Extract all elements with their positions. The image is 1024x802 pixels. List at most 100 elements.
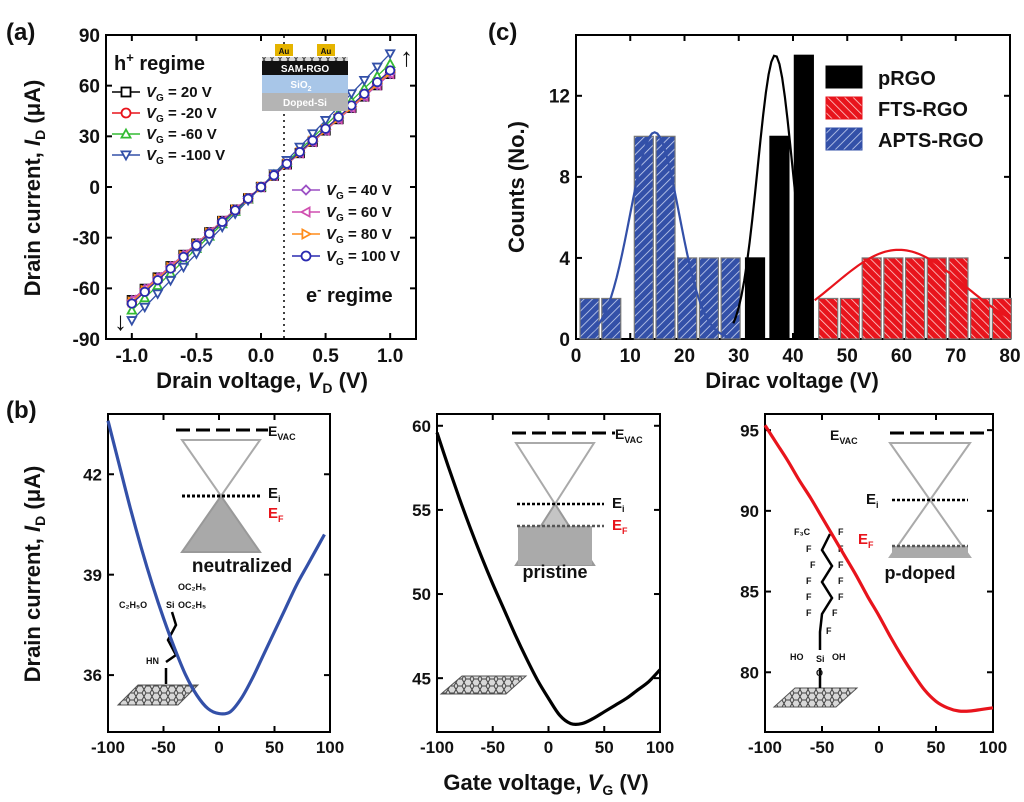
panel-b-1-xtick-label: 100 — [646, 738, 674, 757]
panel-b-1-xtick-label: -100 — [420, 738, 454, 757]
band-diagram-neutralized: EVAC Ei EF neutralized C₂H₅O OC₂H₅ Si OC… — [116, 423, 296, 706]
data-point — [191, 240, 202, 251]
panel-a-ytick-label: 30 — [79, 127, 100, 148]
panel-c-ytick-label: 12 — [549, 87, 570, 108]
conduction-cone — [888, 442, 972, 502]
legend-swatch-apts — [825, 127, 863, 151]
data-point — [204, 228, 215, 239]
panel-a-ytick-label: 90 — [79, 26, 100, 47]
legend-marker — [300, 184, 312, 196]
panel-b-2-ytick-label: 85 — [740, 583, 759, 602]
panel-c-xlabel: Dirac voltage (V) — [705, 368, 879, 393]
histogram-bar — [861, 257, 882, 340]
legend-swatch-prgo — [825, 65, 863, 89]
down-arrow-icon: ↓ — [114, 306, 127, 336]
data-point — [333, 111, 344, 123]
fts-chain — [818, 533, 834, 688]
data-point — [346, 100, 357, 111]
apts-molecule: C₂H₅O OC₂H₅ Si OC₂H₅ HN — [119, 582, 206, 684]
device-sam-rgo — [262, 61, 348, 75]
panel-c: (c) 0 10 20 30 40 50 60 70 80 0 4 8 12 pRGO FTS-RGO … — [488, 19, 1021, 393]
panel-b-0-xtick-label: -50 — [151, 738, 176, 757]
panel-c-ytick-label: 4 — [559, 249, 570, 270]
band-diagram-p-doped: EVAC Ei EF p-doped F₃C F F F F F F F F F — [772, 427, 990, 708]
evac-label: EVAC — [615, 426, 643, 445]
legend-label: VG = 80 V — [326, 226, 392, 246]
apts-ethoxy-1: C₂H₅O — [119, 600, 147, 610]
histogram-bar — [793, 54, 814, 340]
data-point — [359, 88, 370, 99]
fts-ho: HO — [790, 652, 804, 662]
panel-c-axes: 0 10 20 30 40 50 60 70 80 0 4 8 12 — [549, 35, 1021, 367]
legend-label-fts: FTS-RGO — [878, 99, 968, 121]
data-point — [384, 49, 396, 60]
histogram-bar — [839, 297, 861, 340]
data-point — [371, 62, 383, 73]
legend-right: VG = 40 VVG = 60 VVG = 80 VVG = 100 V — [292, 182, 400, 268]
panel-a-xtick-label: 0.5 — [312, 346, 339, 367]
state-label-pristine: pristine — [522, 562, 587, 582]
bars-pRGO — [744, 54, 814, 340]
panel-b-1-xtick-label: 50 — [595, 738, 614, 757]
panel-a-axes: -1.0 -0.5 0.0 0.5 1.0 -90 -60 -30 0 30 60 90 — [73, 26, 416, 367]
legend-swatch-fts — [825, 96, 863, 120]
panel-a-ytick-label: 0 — [89, 178, 100, 199]
data-point — [307, 135, 318, 146]
transfer-curve-FTS-RGO — [763, 424, 994, 713]
fts-oh: OH — [832, 652, 846, 662]
device-stack-inset: Au Au SAM-RGO SiO2 Doped-Si — [262, 44, 348, 111]
legend-label: VG = -100 V — [146, 147, 225, 167]
data-point — [281, 158, 292, 169]
panel-a-xtick-label: 0.0 — [248, 346, 274, 367]
panel-a-xlabel: Drain voltage, VD (V) — [156, 368, 368, 396]
panel-b-2-xtick-label: -100 — [748, 738, 782, 757]
graphene-sheet-middle — [439, 675, 528, 695]
panel-c-xtick-label: 40 — [782, 346, 803, 367]
data-point — [242, 193, 254, 204]
panel-b-0-xtick-label: 100 — [316, 738, 344, 757]
data-point — [217, 216, 228, 228]
panel-b-xlabel: Gate voltage, VG (V) — [443, 770, 648, 798]
filled-states — [518, 526, 592, 565]
conduction-cone — [514, 442, 596, 506]
panel-a-ytick-label: -60 — [73, 279, 100, 300]
valence-cone — [180, 494, 262, 553]
ef-label: EF — [612, 517, 628, 536]
panel-b-0-ytick-label: 42 — [83, 465, 102, 484]
device-sam-rgo-label: SAM-RGO — [281, 64, 330, 75]
panel-c-label: (c) — [488, 19, 517, 46]
fts-f: F — [806, 544, 812, 554]
panel-a: (a) -1.0 -0.5 0.0 0.5 1.0 -90 -60 -30 0 30 60 90 Au… — [6, 19, 417, 396]
legend-marker — [120, 107, 132, 119]
data-point — [358, 76, 371, 87]
device-doped-si — [262, 93, 348, 111]
panel-b-0-xtick-label: -100 — [91, 738, 125, 757]
histogram-bar — [769, 135, 790, 340]
ef-label: EF — [268, 505, 284, 524]
apts-hn: HN — [146, 656, 159, 666]
legend-marker — [299, 205, 311, 219]
histogram-bar — [633, 135, 654, 340]
data-point — [372, 77, 383, 88]
data-point — [268, 170, 280, 181]
panel-a-xtick-label: 1.0 — [377, 346, 403, 367]
data-point — [126, 304, 138, 315]
graphene-sheet-left — [116, 684, 200, 706]
panel-b-1-ytick-label: 60 — [412, 417, 431, 436]
gaussian-fit-APTS-RGO — [591, 131, 729, 338]
evac-label: EVAC — [268, 423, 296, 442]
panel-c-fits — [591, 54, 1011, 338]
data-point — [151, 289, 164, 300]
fts-si: Si — [816, 654, 825, 664]
data-point — [164, 276, 177, 287]
histogram-bar — [579, 297, 600, 340]
data-point — [319, 116, 332, 127]
state-label-p-doped: p-doped — [885, 563, 956, 583]
fts-f: F — [806, 592, 812, 602]
panel-c-ylabel: Counts (No.) — [504, 121, 529, 253]
panel-c-xtick-label: 20 — [674, 346, 695, 367]
legend-marker — [119, 150, 133, 162]
ei-label: Ei — [866, 491, 879, 510]
panel-c-xtick-label: 70 — [945, 346, 966, 367]
